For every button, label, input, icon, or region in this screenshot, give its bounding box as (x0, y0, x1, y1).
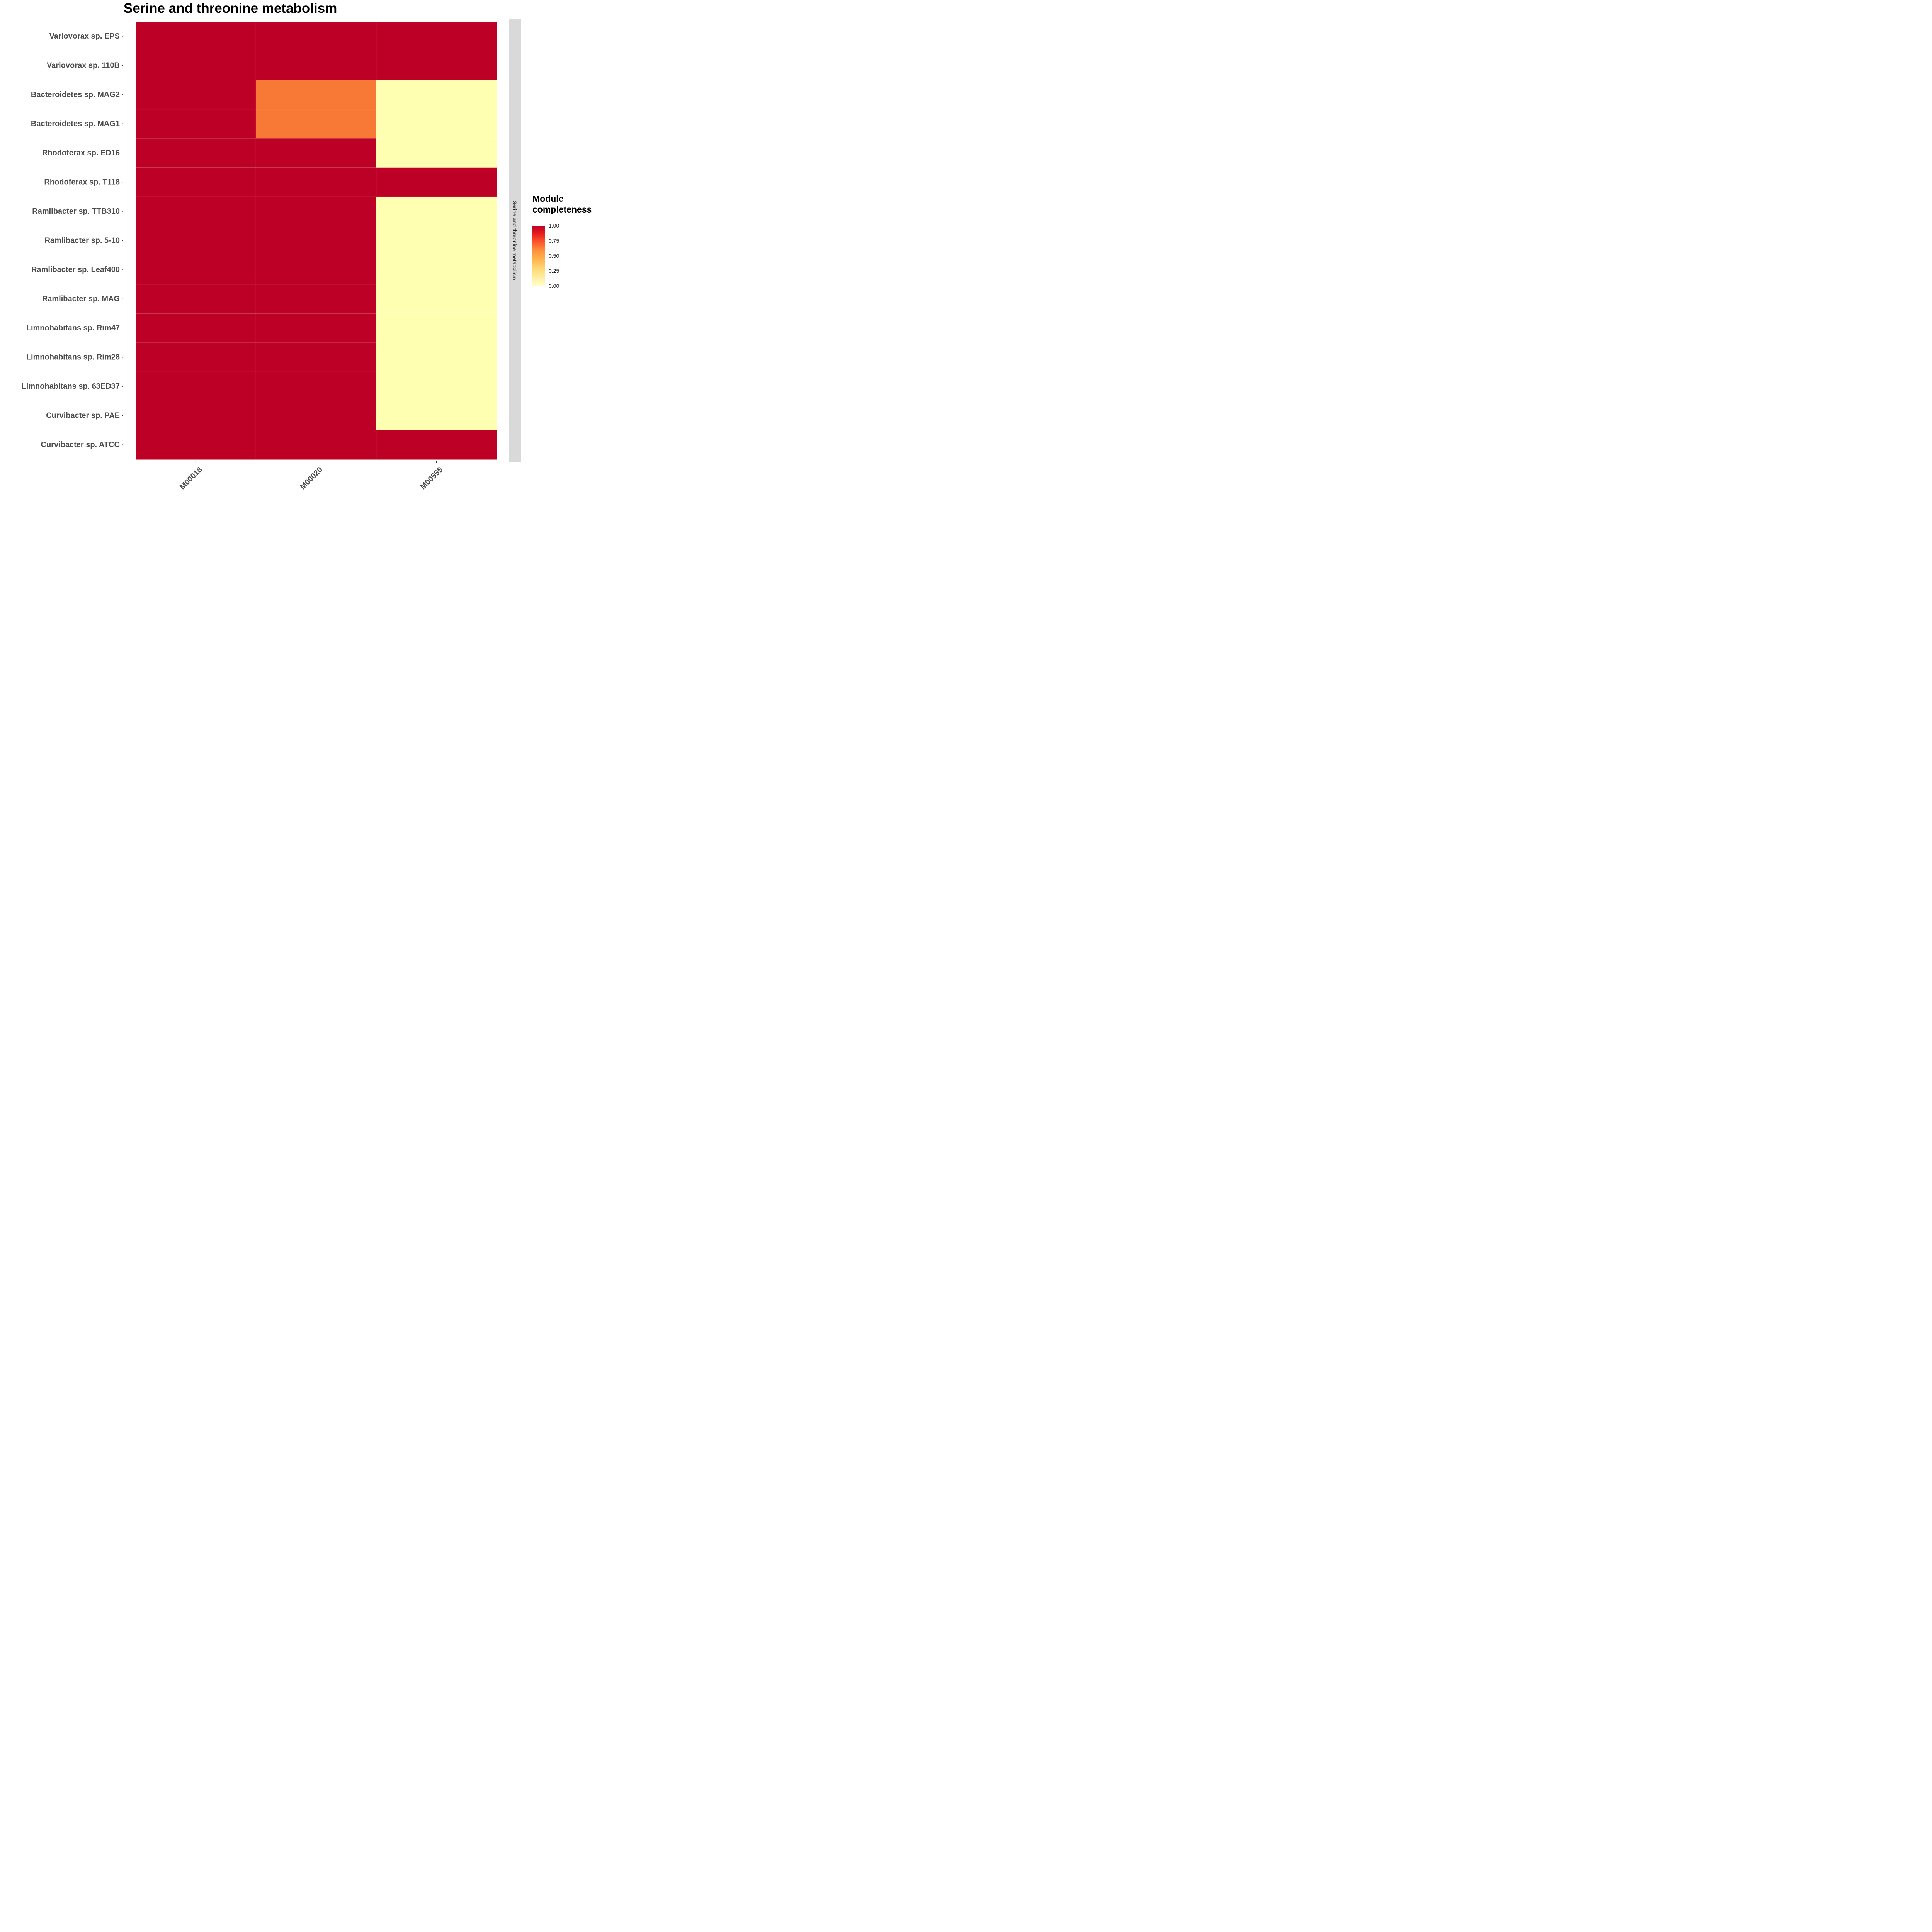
heatmap-cell (376, 342, 497, 372)
facet-strip-label: Serine and threonine metabolism (512, 201, 518, 280)
heatmap-cell (256, 22, 377, 51)
heatmap-cell (136, 342, 256, 372)
heatmap-cell (376, 313, 497, 343)
heatmap-cell (136, 401, 256, 430)
legend-tick-4: 0.00 (549, 283, 560, 289)
y-tick-label: Curvibacter sp. PAE (46, 412, 120, 420)
y-tick-label: Rhodoferax sp. ED16 (42, 149, 120, 157)
legend-title-line1: Module (532, 194, 564, 204)
heatmap-cell (256, 167, 377, 197)
y-tick-label: Ramlibacter sp. MAG (42, 295, 120, 303)
y-tick-label: Variovorax sp. 110B (47, 61, 120, 70)
y-tick-label: Bacteroidetes sp. MAG2 (31, 90, 120, 99)
legend: Module completeness 1.00 0.75 0.50 0.25 … (532, 193, 602, 289)
y-tick-label: Limnohabitans sp. Rim28 (26, 353, 120, 362)
heatmap-cell (376, 51, 497, 80)
x-tick-label: M00018 (178, 466, 204, 492)
legend-tick-2: 0.50 (549, 253, 560, 259)
heatmap-cell (376, 255, 497, 285)
heatmap-cell (256, 138, 377, 168)
heatmap-cell (136, 22, 256, 51)
heatmap-cell (256, 284, 377, 314)
heatmap-cell (256, 430, 377, 460)
heatmap-cell (256, 255, 377, 285)
x-tick-label: M00020 (298, 466, 324, 492)
heatmap-cell (376, 80, 497, 110)
heatmap-cell (136, 197, 256, 226)
heatmap-cell (136, 167, 256, 197)
heatmap-cell (256, 80, 377, 110)
heatmap-cell (376, 226, 497, 255)
heatmap-cell (256, 313, 377, 343)
heatmap-cell (256, 226, 377, 255)
y-tick-label: Ramlibacter sp. TTB310 (32, 207, 120, 216)
heatmap-plot: Variovorax sp. EPS Variovorax sp. 110B Bac… (21, 22, 497, 492)
heatmap-cell (376, 138, 497, 168)
y-tick-label: Rhodoferax sp. T118 (44, 178, 120, 186)
heatmap-cell (136, 284, 256, 314)
y-tick-label: Limnohabitans sp. Rim47 (26, 324, 120, 332)
heatmap-cell (136, 313, 256, 343)
chart-title: Serine and threonine metabolism (124, 1, 337, 16)
heatmap-cell (136, 430, 256, 460)
heatmap-cell (376, 372, 497, 401)
heatmap-cell (256, 342, 377, 372)
heatmap-cell (256, 109, 377, 139)
legend-tick-3: 0.25 (549, 268, 560, 274)
x-tick-label: M00555 (419, 466, 445, 492)
heatmap-cell (376, 284, 497, 314)
heatmap-cell (256, 51, 377, 80)
facet-strip: Serine and threonine metabolism (509, 19, 521, 462)
heatmap-cell (376, 109, 497, 139)
heatmap-cell (376, 197, 497, 226)
y-tick-label: Ramlibacter sp. 5-10 (44, 236, 120, 245)
heatmap-cell (136, 80, 256, 110)
legend-title: Module completeness (532, 193, 602, 215)
legend-tick-1: 0.75 (549, 238, 560, 244)
y-tick-label: Curvibacter sp. ATCC (41, 440, 120, 449)
heatmap-cell (136, 51, 256, 80)
heatmap-cell (376, 430, 497, 460)
y-tick-label: Limnohabitans sp. 63ED37 (21, 382, 120, 391)
heatmap-cell (256, 401, 377, 430)
y-tick-label: Bacteroidetes sp. MAG1 (31, 119, 120, 128)
heatmap-cell (376, 22, 497, 51)
y-tick-label: Ramlibacter sp. Leaf400 (31, 265, 120, 274)
y-tick-label: Variovorax sp. EPS (49, 32, 120, 41)
legend-title-line2: completeness (532, 204, 592, 214)
heatmap-cell (136, 226, 256, 255)
heatmap-cell (376, 167, 497, 197)
heatmap-cell (136, 138, 256, 168)
legend-tick-0: 1.00 (549, 223, 560, 229)
legend-colorbar (532, 226, 545, 286)
heatmap-cell (256, 372, 377, 401)
heatmap-cell (136, 255, 256, 285)
heatmap-cell (376, 401, 497, 430)
heatmap-cell (136, 372, 256, 401)
chart-figure: Serine and threonine metabolism Variovor… (0, 0, 603, 502)
heatmap-cell (256, 197, 377, 226)
heatmap-cell (136, 109, 256, 139)
